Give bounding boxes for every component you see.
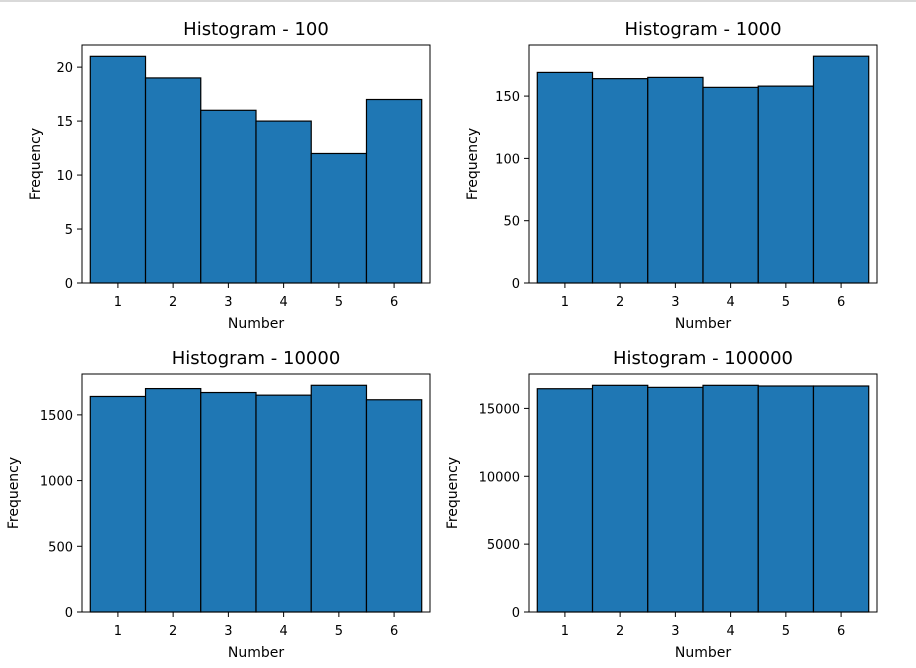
chart-title-1: Histogram - 100 [183,19,329,40]
bar-4-3 [647,386,704,613]
bar-2-5 [757,85,815,284]
y-tick-label-3-0: 0 [65,606,73,621]
x-tick-label-4-5: 5 [782,624,790,639]
y-tick-label-2-150: 150 [495,90,520,105]
y-tick-label-2-50: 50 [503,215,520,230]
bar-4-6 [812,385,870,613]
bar-3-1 [89,395,147,613]
x-tick-label-4-2: 2 [616,624,624,639]
y-tick-label-2-0: 0 [512,277,520,292]
plot-frame-2 [528,44,878,284]
bar-2-3 [647,76,704,284]
x-tick-label-2-1: 1 [561,295,569,310]
bar-3-5 [310,384,368,613]
x-axis-label-3: Number [228,645,284,661]
y-axis-label-3: Frequency [6,457,22,529]
x-tick-label-3-5: 5 [335,624,343,639]
y-tick-label-1-15: 15 [56,115,73,130]
top-divider [0,0,916,2]
y-axis-label-1: Frequency [28,128,44,200]
y-tick-label-3-500: 500 [48,540,73,555]
bar-2-1 [536,71,594,284]
x-tick-label-4-1: 1 [561,624,569,639]
chart-title-3: Histogram - 10000 [172,348,341,369]
bar-1-3 [200,109,257,284]
x-tick-label-2-4: 4 [726,295,734,310]
chart-title-2: Histogram - 1000 [624,19,781,40]
bar-2-2 [591,78,649,284]
x-tick-label-1-2: 2 [169,295,177,310]
bar-3-4 [255,394,312,613]
chart-title-4: Histogram - 100000 [613,348,793,369]
y-tick-label-1-20: 20 [56,61,73,76]
y-tick-label-4-0: 0 [512,606,520,621]
y-tick-label-1-5: 5 [65,223,73,238]
x-tick-label-3-1: 1 [114,624,122,639]
y-tick-label-4-10000: 10000 [479,470,520,485]
x-tick-label-2-5: 5 [782,295,790,310]
x-tick-label-3-2: 2 [169,624,177,639]
x-tick-label-1-6: 6 [390,295,398,310]
y-tick-label-3-1500: 1500 [40,409,73,424]
x-tick-label-3-4: 4 [279,624,287,639]
x-tick-label-4-3: 3 [671,624,679,639]
bar-1-5 [310,152,368,284]
x-tick-label-1-1: 1 [114,295,122,310]
y-tick-label-4-5000: 5000 [487,538,520,553]
y-tick-label-2-100: 100 [495,152,520,167]
x-tick-label-2-3: 3 [671,295,679,310]
x-tick-label-2-2: 2 [616,295,624,310]
x-tick-label-1-4: 4 [279,295,287,310]
bar-4-4 [702,384,759,613]
x-tick-label-2-6: 6 [837,295,845,310]
y-axis-label-4: Frequency [445,457,461,529]
plot-frame-4 [528,373,878,613]
y-tick-label-1-10: 10 [56,169,73,184]
bar-2-6 [812,55,870,284]
bar-3-6 [365,399,423,613]
y-axis-label-2: Frequency [465,128,481,200]
bar-4-2 [591,384,649,613]
x-tick-label-4-6: 6 [837,624,845,639]
plot-frame-1 [81,44,431,284]
bar-1-2 [144,77,202,284]
bar-1-4 [255,120,312,284]
bar-4-5 [757,385,815,613]
x-tick-label-3-6: 6 [390,624,398,639]
bar-3-3 [200,391,257,613]
y-tick-label-1-0: 0 [65,277,73,292]
bar-2-4 [702,86,759,284]
x-tick-label-1-3: 3 [224,295,232,310]
bar-3-2 [144,387,202,613]
bar-1-6 [365,98,423,284]
plot-frame-3 [81,373,431,613]
y-tick-label-3-1000: 1000 [40,475,73,490]
x-tick-label-1-5: 5 [335,295,343,310]
bar-4-1 [536,388,594,613]
x-tick-label-4-4: 4 [726,624,734,639]
x-axis-label-4: Number [675,645,731,661]
x-tick-label-3-3: 3 [224,624,232,639]
bar-1-1 [89,55,147,284]
x-axis-label-2: Number [675,316,731,332]
x-axis-label-1: Number [228,316,284,332]
y-tick-label-4-15000: 15000 [479,402,520,417]
